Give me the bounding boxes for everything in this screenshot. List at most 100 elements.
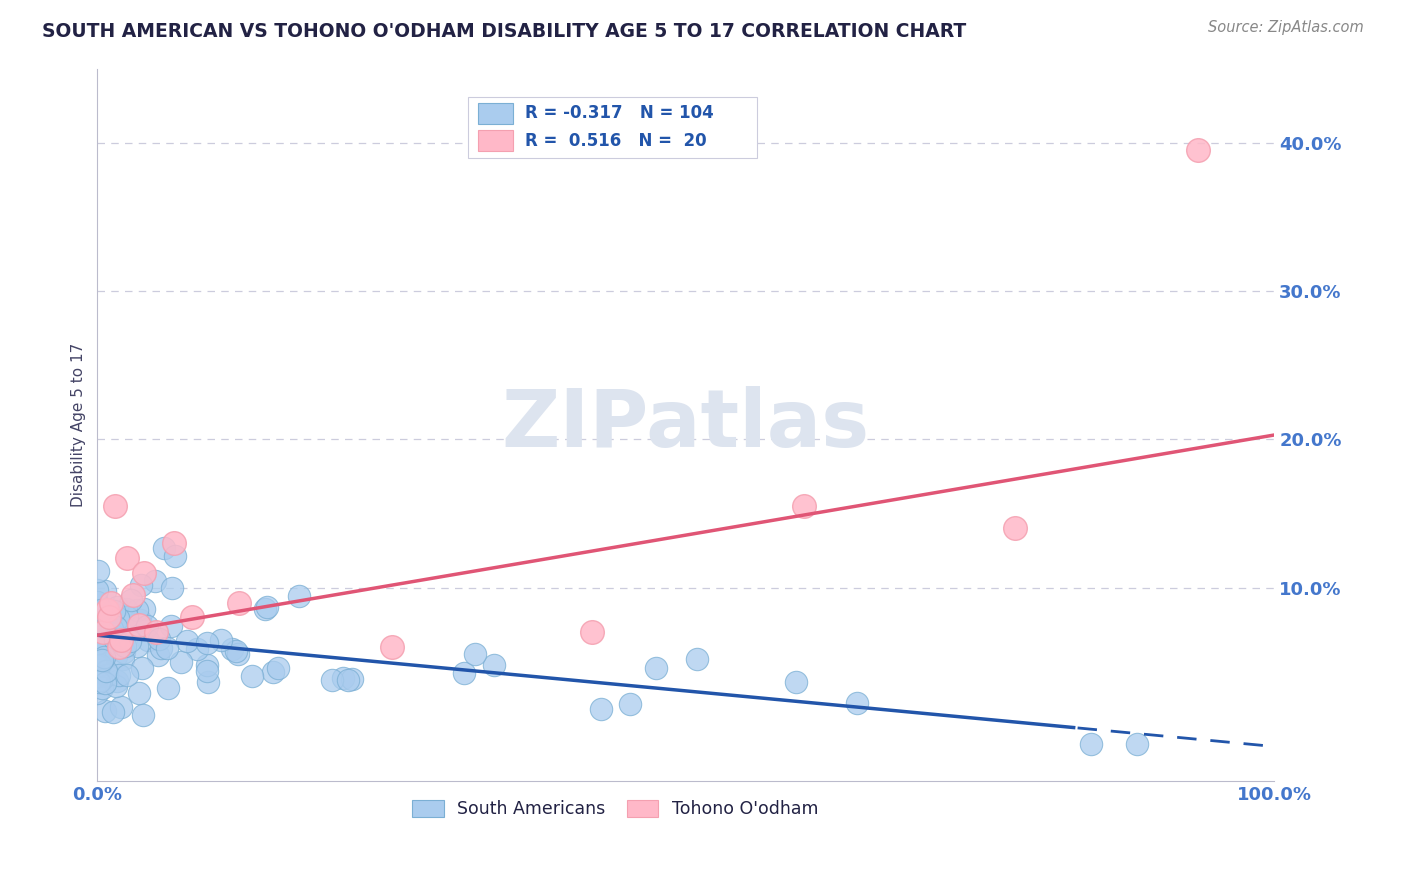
Point [115, 667, 138, 681]
Point [87, 630, 110, 644]
Point [87, 615, 110, 630]
Text: R =  0.516   N =  20: R = 0.516 N = 20 [524, 132, 706, 150]
Point [110, 632, 132, 647]
FancyBboxPatch shape [478, 103, 513, 124]
Text: ZIPatlas: ZIPatlas [502, 385, 870, 464]
Point [159, 619, 181, 633]
Point [170, 656, 193, 670]
Point [93, 676, 115, 690]
Point [87, 612, 110, 626]
Point [686, 652, 709, 666]
Point [163, 536, 186, 550]
Legend: South Americans, Tohono O'odham: South Americans, Tohono O'odham [405, 793, 825, 825]
Point [128, 618, 150, 632]
Point [115, 551, 138, 566]
Point [87, 636, 110, 650]
Point [145, 625, 167, 640]
Text: Source: ZipAtlas.com: Source: ZipAtlas.com [1208, 20, 1364, 35]
Point [129, 577, 152, 591]
Point [125, 602, 148, 616]
Point [86, 582, 108, 597]
Point [120, 593, 142, 607]
Point [107, 640, 129, 654]
Point [105, 620, 128, 634]
Point [94, 704, 117, 718]
Point [332, 671, 354, 685]
Point [240, 668, 263, 682]
Point [114, 640, 136, 654]
Point [125, 640, 148, 654]
Point [121, 588, 143, 602]
Point [581, 625, 603, 640]
Point [197, 674, 219, 689]
Point [165, 549, 187, 564]
Point [105, 679, 128, 693]
Point [288, 589, 311, 603]
Point [228, 596, 250, 610]
Point [115, 610, 138, 624]
Point [110, 699, 132, 714]
Point [156, 681, 179, 695]
Point [180, 610, 202, 624]
Text: R = -0.317   N = 104: R = -0.317 N = 104 [524, 104, 713, 122]
Point [91, 652, 114, 666]
Point [135, 619, 157, 633]
Point [86, 595, 108, 609]
Point [104, 499, 127, 513]
Point [464, 647, 486, 661]
Point [644, 660, 666, 674]
Point [105, 673, 128, 688]
Point [148, 632, 170, 646]
Point [90, 628, 112, 642]
Point [1080, 737, 1102, 751]
FancyBboxPatch shape [468, 97, 756, 158]
Point [96, 603, 118, 617]
Point [91, 625, 114, 640]
Point [90, 603, 112, 617]
Point [381, 640, 404, 654]
Point [156, 641, 179, 656]
Point [337, 673, 360, 688]
Point [619, 697, 641, 711]
Point [103, 605, 125, 619]
Point [129, 613, 152, 627]
Point [160, 581, 183, 595]
Point [262, 665, 284, 679]
Point [98, 610, 121, 624]
Point [94, 619, 117, 633]
Point [112, 645, 135, 659]
Point [87, 636, 110, 650]
Point [86, 620, 108, 634]
Point [87, 675, 110, 690]
Point [209, 632, 232, 647]
Point [104, 633, 127, 648]
Point [97, 618, 120, 632]
Point [86, 633, 108, 648]
Point [482, 658, 505, 673]
Point [91, 653, 114, 667]
Point [226, 647, 249, 661]
Point [94, 583, 117, 598]
Point [134, 566, 156, 580]
Point [108, 668, 131, 682]
Point [266, 661, 288, 675]
Point [132, 602, 155, 616]
Point [87, 659, 110, 673]
Point [87, 564, 110, 578]
Point [105, 619, 128, 633]
Point [91, 681, 114, 695]
Point [321, 673, 343, 687]
FancyBboxPatch shape [478, 130, 513, 152]
Point [132, 707, 155, 722]
Point [86, 686, 108, 700]
Point [453, 665, 475, 680]
Y-axis label: Disability Age 5 to 17: Disability Age 5 to 17 [72, 343, 86, 507]
Text: SOUTH AMERICAN VS TOHONO O'ODHAM DISABILITY AGE 5 TO 17 CORRELATION CHART: SOUTH AMERICAN VS TOHONO O'ODHAM DISABIL… [42, 22, 966, 41]
Point [845, 696, 868, 710]
Point [153, 541, 176, 556]
Point [115, 602, 138, 616]
Point [195, 664, 218, 678]
Point [253, 602, 276, 616]
Point [111, 652, 134, 666]
Point [176, 634, 198, 648]
